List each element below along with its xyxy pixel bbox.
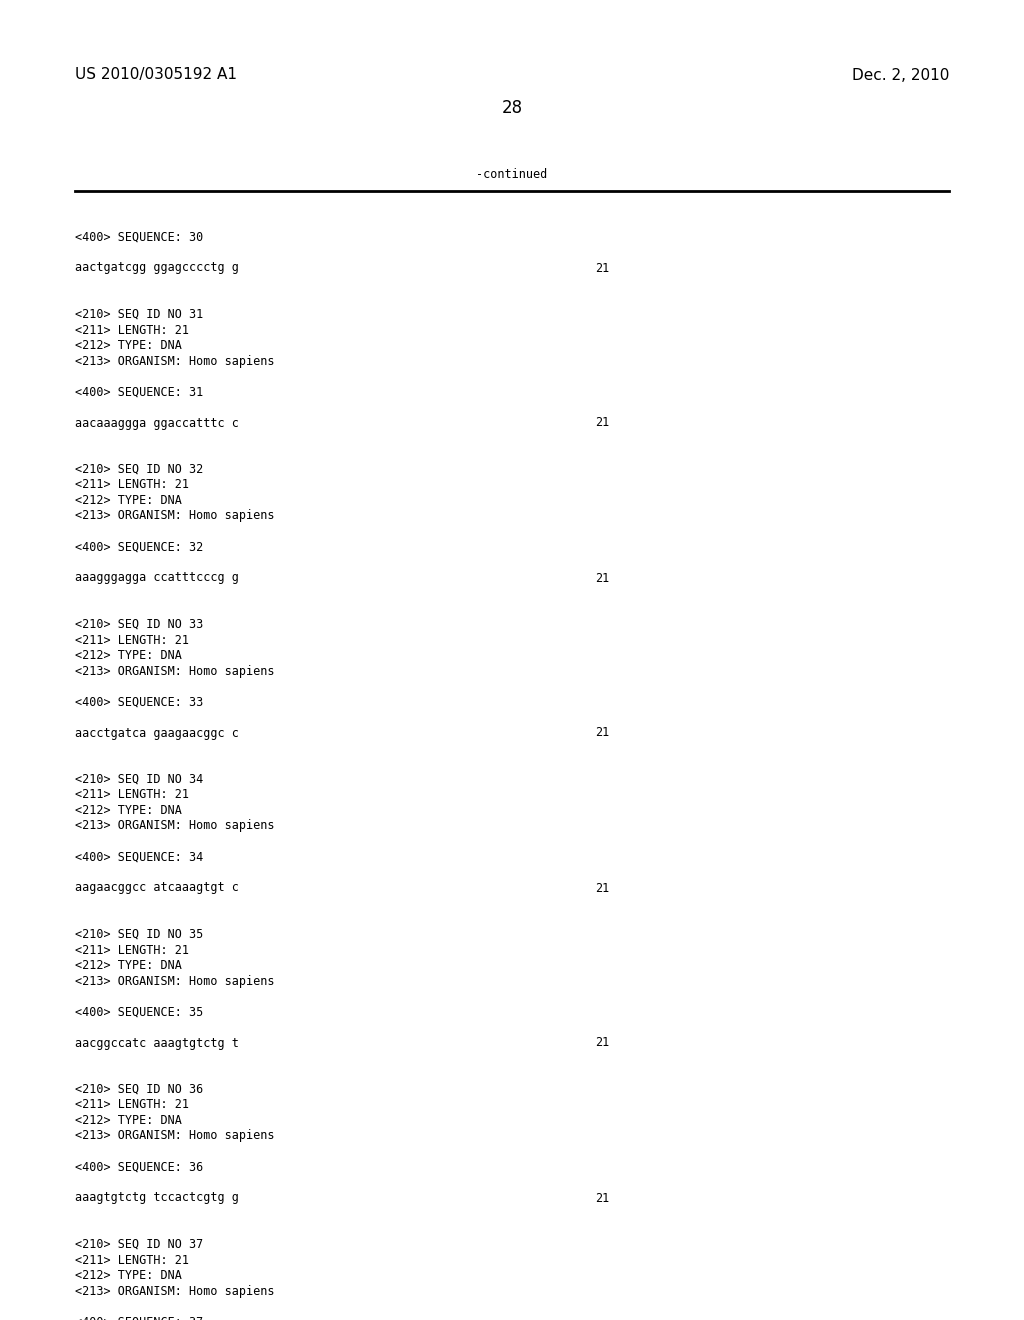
Text: 21: 21 — [595, 261, 609, 275]
Text: <210> SEQ ID NO 34: <210> SEQ ID NO 34 — [75, 774, 203, 785]
Text: <211> LENGTH: 21: <211> LENGTH: 21 — [75, 1098, 189, 1111]
Text: <400> SEQUENCE: 34: <400> SEQUENCE: 34 — [75, 850, 203, 863]
Text: <400> SEQUENCE: 35: <400> SEQUENCE: 35 — [75, 1006, 203, 1019]
Text: <211> LENGTH: 21: <211> LENGTH: 21 — [75, 944, 189, 957]
Text: <212> TYPE: DNA: <212> TYPE: DNA — [75, 804, 182, 817]
Text: <400> SEQUENCE: 32: <400> SEQUENCE: 32 — [75, 540, 203, 553]
Text: <210> SEQ ID NO 35: <210> SEQ ID NO 35 — [75, 928, 203, 941]
Text: 21: 21 — [595, 1036, 609, 1049]
Text: 28: 28 — [502, 99, 522, 117]
Text: 21: 21 — [595, 572, 609, 585]
Text: aacggccatc aaagtgtctg t: aacggccatc aaagtgtctg t — [75, 1036, 239, 1049]
Text: <212> TYPE: DNA: <212> TYPE: DNA — [75, 1114, 182, 1127]
Text: aagaacggcc atcaaagtgt c: aagaacggcc atcaaagtgt c — [75, 882, 239, 895]
Text: 21: 21 — [595, 1192, 609, 1204]
Text: <212> TYPE: DNA: <212> TYPE: DNA — [75, 339, 182, 352]
Text: Dec. 2, 2010: Dec. 2, 2010 — [852, 67, 949, 82]
Text: <213> ORGANISM: Homo sapiens: <213> ORGANISM: Homo sapiens — [75, 355, 274, 367]
Text: <211> LENGTH: 21: <211> LENGTH: 21 — [75, 634, 189, 647]
Text: <210> SEQ ID NO 33: <210> SEQ ID NO 33 — [75, 618, 203, 631]
Text: <400> SEQUENCE: 30: <400> SEQUENCE: 30 — [75, 231, 203, 243]
Text: aaagggagga ccatttcccg g: aaagggagga ccatttcccg g — [75, 572, 239, 585]
Text: -continued: -continued — [476, 169, 548, 181]
Text: <400> SEQUENCE: 33: <400> SEQUENCE: 33 — [75, 696, 203, 709]
Text: 21: 21 — [595, 882, 609, 895]
Text: <212> TYPE: DNA: <212> TYPE: DNA — [75, 649, 182, 663]
Text: <400> SEQUENCE: 31: <400> SEQUENCE: 31 — [75, 385, 203, 399]
Text: <210> SEQ ID NO 31: <210> SEQ ID NO 31 — [75, 308, 203, 321]
Text: <212> TYPE: DNA: <212> TYPE: DNA — [75, 494, 182, 507]
Text: 21: 21 — [595, 726, 609, 739]
Text: <211> LENGTH: 21: <211> LENGTH: 21 — [75, 788, 189, 801]
Text: <210> SEQ ID NO 36: <210> SEQ ID NO 36 — [75, 1082, 203, 1096]
Text: <213> ORGANISM: Homo sapiens: <213> ORGANISM: Homo sapiens — [75, 820, 274, 833]
Text: <400> SEQUENCE: 36: <400> SEQUENCE: 36 — [75, 1160, 203, 1173]
Text: <213> ORGANISM: Homo sapiens: <213> ORGANISM: Homo sapiens — [75, 974, 274, 987]
Text: <400> SEQUENCE: 37: <400> SEQUENCE: 37 — [75, 1316, 203, 1320]
Text: US 2010/0305192 A1: US 2010/0305192 A1 — [75, 67, 237, 82]
Text: <210> SEQ ID NO 37: <210> SEQ ID NO 37 — [75, 1238, 203, 1251]
Text: <213> ORGANISM: Homo sapiens: <213> ORGANISM: Homo sapiens — [75, 1130, 274, 1143]
Text: aactgatcgg ggagcccctg g: aactgatcgg ggagcccctg g — [75, 261, 239, 275]
Text: <213> ORGANISM: Homo sapiens: <213> ORGANISM: Homo sapiens — [75, 664, 274, 677]
Text: <211> LENGTH: 21: <211> LENGTH: 21 — [75, 323, 189, 337]
Text: <213> ORGANISM: Homo sapiens: <213> ORGANISM: Homo sapiens — [75, 1284, 274, 1298]
Text: <211> LENGTH: 21: <211> LENGTH: 21 — [75, 479, 189, 491]
Text: <210> SEQ ID NO 32: <210> SEQ ID NO 32 — [75, 463, 203, 477]
Text: aacctgatca gaagaacggc c: aacctgatca gaagaacggc c — [75, 726, 239, 739]
Text: <212> TYPE: DNA: <212> TYPE: DNA — [75, 1269, 182, 1282]
Text: <212> TYPE: DNA: <212> TYPE: DNA — [75, 960, 182, 972]
Text: <211> LENGTH: 21: <211> LENGTH: 21 — [75, 1254, 189, 1266]
Text: <213> ORGANISM: Homo sapiens: <213> ORGANISM: Homo sapiens — [75, 510, 274, 523]
Text: 21: 21 — [595, 417, 609, 429]
Text: aaagtgtctg tccactcgtg g: aaagtgtctg tccactcgtg g — [75, 1192, 239, 1204]
Text: aacaaaggga ggaccatttc c: aacaaaggga ggaccatttc c — [75, 417, 239, 429]
